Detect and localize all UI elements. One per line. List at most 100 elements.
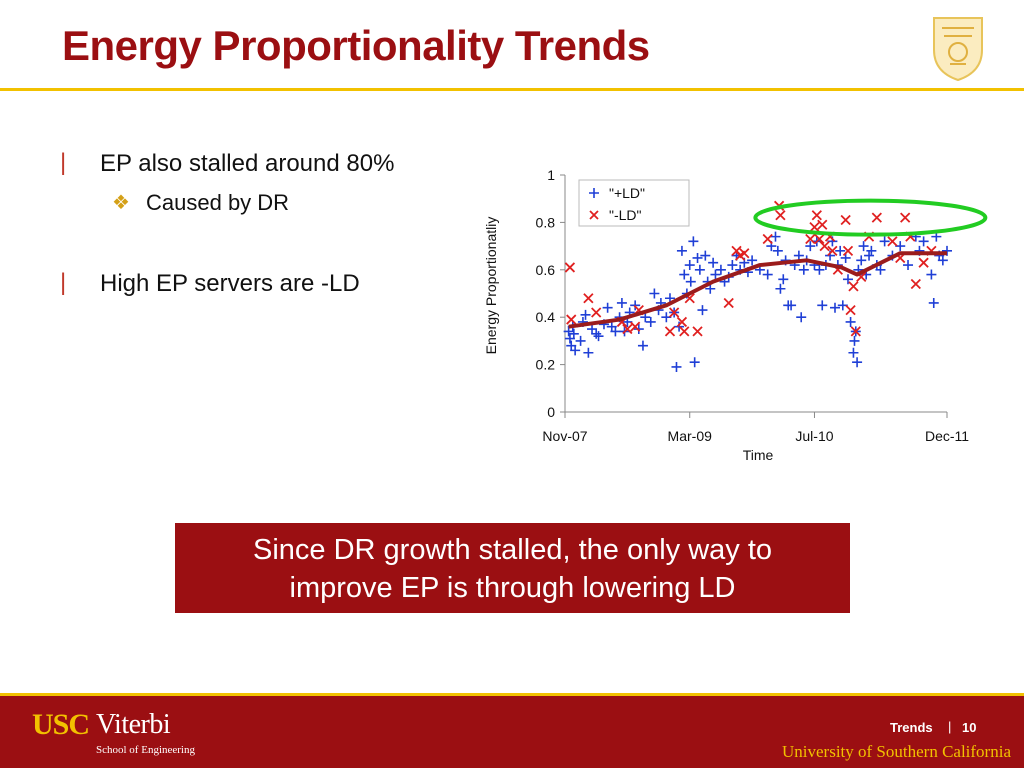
y-axis-title: Energy Proportionatliy [483, 217, 499, 355]
legend-label: "+LD" [609, 185, 645, 201]
minus-ld-point [630, 321, 641, 332]
minus-ld-point [845, 304, 856, 316]
plus-ld-point [602, 302, 613, 313]
plus-ld-point [575, 335, 586, 346]
minus-ld-point [819, 240, 830, 252]
energy-proportionality-chart: 0 0.2 0.4 0.6 0.8 1 Nov-07 Mar-09 Jul-10 Dec-11 Ti… [483, 167, 988, 463]
plus-ld-point [845, 316, 856, 327]
y-tick-label: 0.2 [536, 357, 556, 373]
bullet-item: | High EP servers are -LD [60, 269, 480, 304]
legend-label: "-LD" [609, 207, 642, 223]
bullet-text: EP also stalled around 80% [100, 150, 395, 177]
bullet-list: | EP also stalled around 80% ❖ Caused by… [60, 149, 480, 304]
plus-ld-point [580, 309, 591, 320]
x-tick-label: Jul-10 [795, 428, 833, 444]
plus-ld-point [685, 276, 696, 287]
usc-logo-text: USC [32, 708, 90, 741]
plus-ld-point [727, 260, 738, 271]
plus-ld-point [762, 269, 773, 280]
plus-ld-point [591, 328, 602, 339]
plus-ld-point [772, 245, 783, 256]
plus-ld-point [637, 340, 648, 351]
x-axis-title: Time [743, 447, 774, 463]
x-tick-label: Dec-11 [925, 428, 969, 444]
legend-plus-icon [589, 188, 599, 198]
minus-ld-point [827, 245, 838, 256]
plus-ld-point [692, 252, 703, 263]
plus-ld-point [715, 264, 726, 275]
plus-ld-point [796, 312, 807, 323]
minus-ld-point [848, 281, 859, 292]
plus-ld-point [649, 288, 660, 299]
page-number: 10 [962, 720, 977, 735]
plus-ld-point [700, 250, 711, 261]
plus-ld-point [937, 255, 948, 266]
plus-ld-point [926, 269, 937, 280]
minus-ld-point [850, 326, 861, 337]
plus-ld-point [829, 302, 840, 313]
usc-seal-icon [933, 17, 983, 82]
minus-ld-point [775, 210, 786, 221]
minus-ld-point [622, 323, 633, 335]
title-divider [0, 88, 1024, 91]
y-tick-label: 0 [547, 404, 555, 420]
plus-ld-point [835, 245, 846, 256]
minus-ld-point [566, 314, 577, 325]
minus-ld-point [817, 219, 828, 230]
viterbi-logo-text: Viterbi [96, 709, 171, 740]
plus-ld-point [708, 257, 719, 268]
plus-ld-point [747, 255, 758, 266]
plus-ld-point [775, 283, 786, 294]
minus-ld-point [762, 233, 773, 245]
plus-ld-point [770, 231, 781, 242]
minus-ld-point [900, 212, 911, 223]
y-tick-label: 1 [547, 167, 555, 183]
plus-ld-point [568, 328, 579, 339]
y-tick-label: 0.6 [536, 262, 556, 278]
plus-ld-point [689, 357, 700, 368]
sub-bullet-item: ❖ Caused by DR [60, 190, 480, 230]
chart-legend: "+LD" "-LD" [578, 179, 690, 227]
plus-ld-point [610, 326, 621, 337]
diamond-bullet-icon: ❖ [112, 192, 130, 214]
footer-separator: | [948, 719, 952, 734]
minus-ld-point [583, 293, 594, 304]
plus-ld-point [856, 255, 867, 266]
minus-ld-point [887, 236, 898, 247]
minus-ld-point [591, 307, 602, 318]
plus-ld-point [817, 300, 828, 311]
x-tick-label: Mar-09 [668, 428, 713, 444]
bullet-marker: | [60, 269, 67, 296]
plus-ld-point [903, 260, 914, 271]
plus-ld-point [840, 252, 851, 263]
plus-ld-point [849, 335, 860, 346]
footer-bar: USC Viterbi School of Engineering Trends… [0, 696, 1024, 768]
minus-ld-point [669, 307, 680, 318]
bullet-item: | EP also stalled around 80% [60, 149, 480, 184]
minus-ld-point [723, 297, 734, 309]
plus-ld-point [645, 316, 656, 327]
plus-ld-point [879, 236, 890, 247]
minus-ld-point [805, 233, 816, 245]
plus-ld-point [778, 274, 789, 285]
y-tick-label: 0.8 [536, 214, 556, 230]
minus-ld-point [842, 245, 854, 256]
plus-ld-point [852, 357, 863, 368]
plus-ld-point [676, 245, 687, 256]
plus-ld-point [688, 236, 699, 247]
legend-x-icon [589, 210, 599, 220]
callout-line: improve EP is through lowering LD [289, 572, 736, 604]
plus-ld-point [895, 241, 906, 252]
minus-ld-point [809, 222, 820, 233]
plus-ld-point [587, 324, 598, 335]
footer-divider [0, 693, 1024, 696]
plus-ld-point [858, 241, 869, 252]
school-name: School of Engineering [96, 744, 195, 756]
plus-ld-point [694, 264, 705, 275]
plus-ld-point [798, 264, 809, 275]
plus-ld-point [697, 305, 708, 316]
minus-ld-point [811, 210, 822, 221]
plus-ld-point [793, 250, 804, 261]
callout-box: Since DR growth stalled, the only way to… [175, 523, 850, 613]
plus-ld-point [679, 269, 690, 280]
